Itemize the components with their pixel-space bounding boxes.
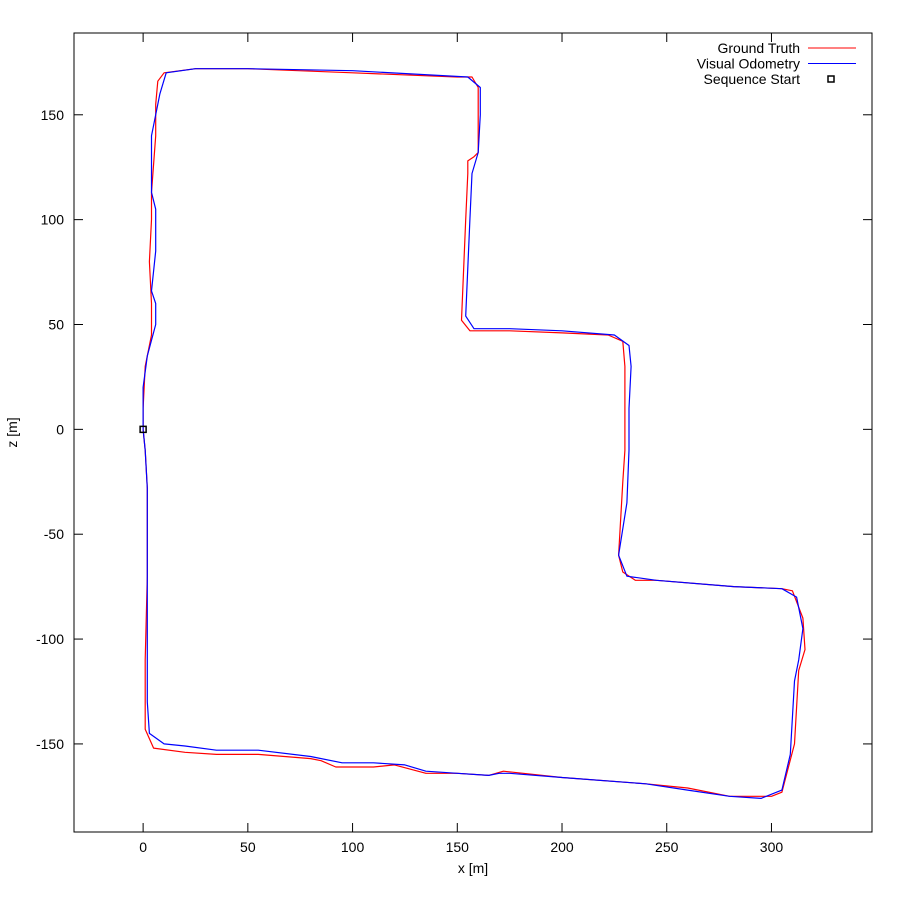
y-tick-label: 50 (48, 316, 64, 332)
y-tick-label: -150 (36, 736, 64, 752)
legend-label-ground-truth: Ground Truth (718, 40, 801, 56)
x-tick-label: 150 (446, 839, 470, 855)
x-axis-label: x [m] (458, 860, 488, 876)
y-tick-label: 0 (56, 421, 64, 437)
sequence-start-marker (139, 425, 147, 434)
y-axis-ticks: -150 -100 -50 0 50 100 150 (36, 107, 872, 752)
plot-frame (73, 32, 873, 833)
y-tick-label: 100 (41, 212, 65, 228)
y-tick-label: 150 (41, 107, 65, 123)
legend-label-sequence-start: Sequence Start (703, 71, 800, 87)
x-tick-label: 100 (341, 839, 365, 855)
y-tick-label: -100 (36, 631, 64, 647)
x-tick-label: 200 (550, 839, 574, 855)
y-axis-label: z [m] (4, 417, 20, 447)
legend-label-visual-odometry: Visual Odometry (697, 56, 800, 72)
legend-swatch-sequence-start (827, 75, 835, 83)
x-tick-label: 50 (240, 839, 256, 855)
series-line-visual-odometry (142, 68, 804, 799)
x-tick-label: 250 (655, 839, 679, 855)
x-axis-ticks: 0 50 100 150 200 250 300 (139, 33, 783, 855)
x-tick-label: 0 (139, 839, 147, 855)
x-tick-label: 300 (760, 839, 784, 855)
y-tick-label: -50 (44, 526, 64, 542)
trajectory-traces (139, 68, 806, 799)
